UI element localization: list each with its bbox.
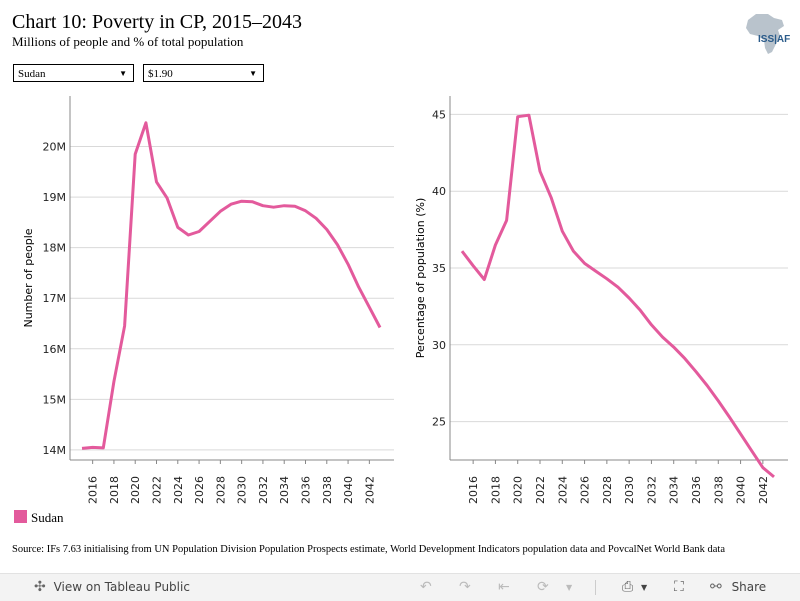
y-tick-label: 19M xyxy=(43,191,67,204)
chevron-down-icon[interactable]: ▼ xyxy=(641,583,648,592)
country-filter-value: Sudan xyxy=(18,68,46,80)
chart-title: Chart 10: Poverty in CP, 2015–2043 xyxy=(12,11,303,33)
view-on-tableau-button[interactable]: ✣ View on Tableau Public xyxy=(34,574,190,601)
chevron-down-icon: ▼ xyxy=(119,69,127,78)
y-tick-label: 30 xyxy=(432,339,446,352)
x-tick-label: 2036 xyxy=(300,476,313,504)
x-tick-label: 2030 xyxy=(236,476,249,504)
undo-icon[interactable]: ↶ xyxy=(420,579,432,595)
x-tick-label: 2042 xyxy=(757,476,770,504)
chevron-down-icon: ▼ xyxy=(249,69,257,78)
series-line-sudan xyxy=(81,121,382,450)
x-tick-label: 2018 xyxy=(489,476,502,504)
x-tick-label: 2032 xyxy=(645,476,658,504)
x-tick-label: 2034 xyxy=(668,476,681,504)
x-tick-label: 2030 xyxy=(623,476,636,504)
x-tick-label: 2026 xyxy=(579,476,592,504)
x-tick-label: 2022 xyxy=(534,476,547,504)
source-note: Source: IFs 7.63 initialising from UN Po… xyxy=(12,544,725,555)
x-tick-label: 2038 xyxy=(321,476,334,504)
country-filter-dropdown[interactable]: Sudan ▼ xyxy=(13,64,134,82)
chart-subtitle: Millions of people and % of total popula… xyxy=(12,34,244,49)
download-icon[interactable]: ⎙ xyxy=(622,579,634,595)
y-tick-label: 35 xyxy=(432,262,446,275)
x-tick-label: 2020 xyxy=(512,476,525,504)
logo-text: ISS|AF xyxy=(758,34,790,45)
x-tick-label: 2028 xyxy=(214,476,227,504)
x-tick-label: 2032 xyxy=(257,476,270,504)
chevron-down-icon[interactable]: ▼ xyxy=(566,583,573,592)
legend-label: Sudan xyxy=(31,510,64,525)
x-tick-label: 2024 xyxy=(556,476,569,504)
y-tick-label: 40 xyxy=(432,185,446,198)
series-line-sudan xyxy=(460,113,775,479)
x-tick-label: 2040 xyxy=(342,476,355,504)
share-label: Share xyxy=(731,580,767,594)
x-tick-label: 2022 xyxy=(151,476,164,504)
y-tick-label: 20M xyxy=(43,141,67,154)
y-tick-label: 18M xyxy=(43,242,67,255)
revert-icon[interactable]: ⇤ xyxy=(498,579,510,595)
refresh-icon[interactable]: ⟳ xyxy=(537,579,549,595)
y-tick-label: 25 xyxy=(432,416,446,429)
x-tick-label: 2018 xyxy=(108,476,121,504)
x-tick-label: 2020 xyxy=(129,476,142,504)
poverty-line-filter-value: $1.90 xyxy=(148,68,173,80)
x-tick-label: 2026 xyxy=(193,476,206,504)
fullscreen-icon[interactable]: ⛶ xyxy=(674,579,684,595)
x-tick-label: 2016 xyxy=(467,476,480,504)
legend-swatch xyxy=(14,510,27,523)
charts-canvas: 14M 15M 16M 17M 18M 19M 20M 2016 2018 2020 2022 202… xyxy=(22,96,788,504)
share-icon: ⚯ xyxy=(710,579,722,595)
toolbar-divider xyxy=(595,580,596,595)
view-on-tableau-label: View on Tableau Public xyxy=(53,580,190,594)
x-tick-label: 2016 xyxy=(87,476,100,504)
poverty-line-filter-dropdown[interactable]: $1.90 ▼ xyxy=(143,64,264,82)
issafrica-logo: ISS|AF xyxy=(746,14,790,54)
x-tick-label: 2024 xyxy=(172,476,185,504)
y-tick-label: 14M xyxy=(43,444,67,457)
x-tick-label: 2042 xyxy=(363,476,376,504)
y-axis-title: Percentage of population (%) xyxy=(414,198,427,359)
y-tick-label: 16M xyxy=(43,343,67,356)
y-tick-label: 45 xyxy=(432,108,446,121)
y-tick-label: 17M xyxy=(43,292,67,305)
y-axis-title: Number of people xyxy=(22,228,35,327)
x-tick-label: 2028 xyxy=(601,476,614,504)
tableau-toolbar: ✣ View on Tableau Public ↶ ↷ ⇤ ⟳ ▼ ⎙ ▼ ⛶… xyxy=(0,573,800,601)
x-tick-label: 2038 xyxy=(712,476,725,504)
x-tick-label: 2036 xyxy=(690,476,703,504)
redo-icon[interactable]: ↷ xyxy=(459,579,471,595)
legend: Sudan xyxy=(14,510,64,526)
x-tick-label: 2040 xyxy=(735,476,748,504)
tableau-logo-icon: ✣ xyxy=(34,579,46,595)
share-button[interactable]: ⚯ Share xyxy=(710,574,766,601)
x-tick-label: 2034 xyxy=(278,476,291,504)
y-tick-label: 15M xyxy=(43,393,67,406)
